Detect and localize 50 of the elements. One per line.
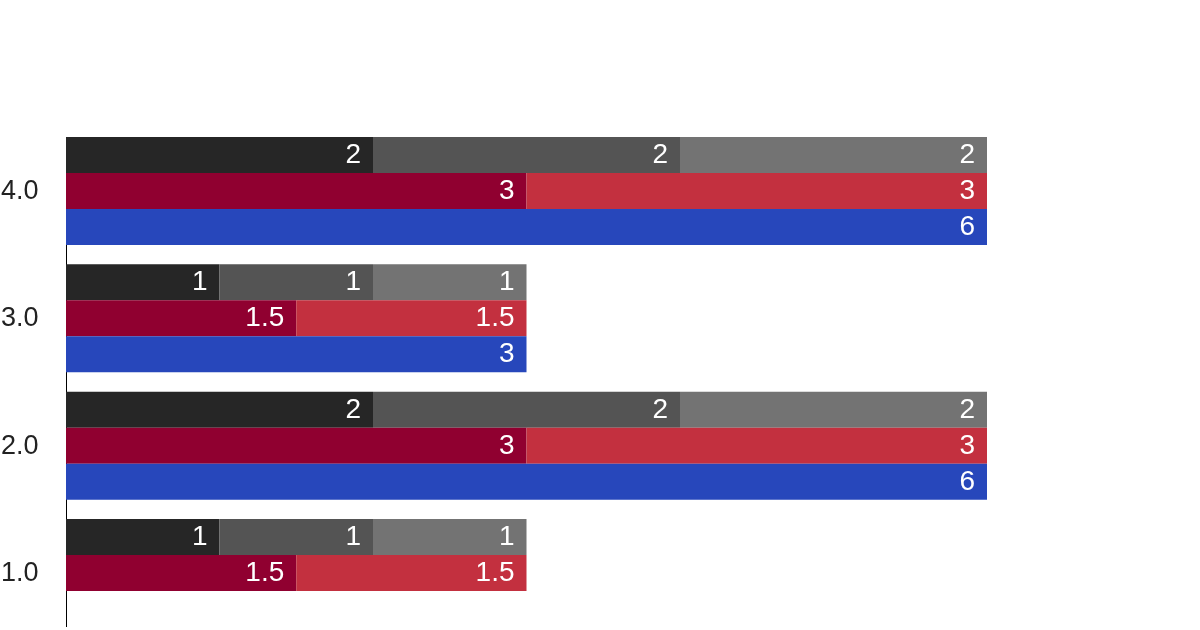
data-label: 2: [652, 138, 668, 169]
data-label: 3: [959, 428, 975, 460]
bar: [373, 264, 527, 301]
bar: [296, 555, 527, 592]
data-label: 6: [959, 464, 975, 496]
bar: [296, 300, 527, 337]
bar: [66, 427, 527, 464]
data-label: 1: [498, 520, 515, 552]
data-label: 1.5: [475, 556, 515, 588]
bar: [66, 336, 527, 373]
y-tick-label: 4.0: [0, 174, 39, 205]
bar: [373, 391, 680, 428]
y-tick-label: 2.0: [0, 429, 39, 460]
data-label: 1: [345, 265, 361, 297]
data-label: 2: [652, 392, 668, 424]
data-label: 2: [959, 138, 975, 169]
bar: [66, 555, 297, 592]
data-label: 1: [498, 265, 515, 297]
bar: [373, 519, 527, 556]
data-label: 1.5: [245, 556, 285, 588]
bar: [66, 300, 297, 337]
bar: [373, 137, 680, 173]
data-label: 3: [498, 337, 515, 369]
bar: [219, 519, 373, 556]
data-label: 3: [498, 428, 515, 460]
bar: [66, 391, 373, 428]
bar: [526, 172, 987, 209]
bar: [680, 391, 987, 428]
y-tick-label: 3.0: [0, 302, 39, 333]
bar: [66, 264, 220, 301]
data-label: 1.5: [475, 301, 515, 333]
data-label: 1.5: [245, 301, 285, 333]
data-label: 2: [345, 138, 361, 169]
data-label: 2: [345, 392, 361, 424]
data-label: 3: [959, 173, 975, 205]
bar: [66, 172, 527, 209]
bar: [66, 208, 987, 245]
bar: [219, 264, 373, 301]
bar: [526, 427, 987, 464]
data-label: 1: [191, 265, 208, 297]
data-label: 2: [959, 392, 975, 424]
bar: [66, 137, 373, 173]
data-label: 3: [498, 173, 515, 205]
y-tick-label: 1.0: [0, 557, 39, 588]
bar: [66, 463, 987, 500]
data-label: 6: [959, 209, 975, 241]
data-label: 1: [191, 520, 208, 552]
bar: [680, 137, 987, 173]
data-label: 1: [345, 520, 361, 552]
bar: [66, 519, 220, 556]
